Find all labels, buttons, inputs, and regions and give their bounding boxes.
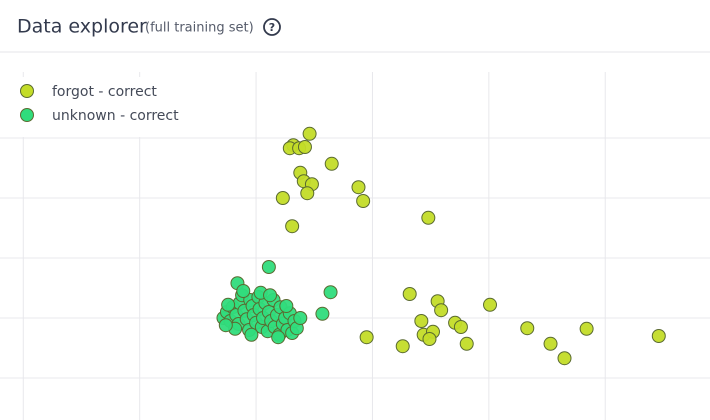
point — [285, 219, 300, 234]
legend-marker — [20, 84, 34, 98]
legend-label: forgot - correct — [52, 84, 157, 100]
legend: forgot - correct unknown - correct — [0, 77, 188, 137]
point — [520, 321, 535, 336]
point — [279, 299, 294, 313]
point — [402, 287, 417, 301]
point — [356, 194, 371, 208]
point — [351, 180, 366, 195]
point — [218, 318, 233, 333]
help-button[interactable]: ? — [263, 18, 281, 36]
point — [483, 297, 498, 312]
point — [359, 330, 374, 345]
point — [323, 285, 338, 300]
point — [300, 186, 315, 201]
legend-label: unknown - correct — [52, 108, 179, 124]
point — [434, 303, 449, 318]
point — [453, 320, 468, 334]
point — [297, 140, 312, 154]
point — [302, 126, 317, 141]
point — [261, 260, 276, 274]
point — [422, 332, 437, 346]
point — [579, 321, 594, 336]
point — [421, 210, 436, 225]
point — [543, 336, 558, 351]
title: Data explorer — [17, 16, 147, 38]
point — [263, 288, 278, 303]
point — [221, 297, 236, 312]
legend-marker — [20, 108, 34, 122]
point — [271, 330, 286, 345]
point — [244, 327, 259, 342]
subtitle: (full training set) — [145, 21, 254, 36]
point — [395, 339, 410, 354]
point — [414, 314, 429, 328]
point — [557, 351, 572, 366]
point — [459, 336, 474, 351]
help-icon[interactable]: ? — [269, 21, 275, 34]
help-circle[interactable] — [263, 18, 281, 36]
point — [315, 306, 330, 321]
point — [324, 156, 339, 171]
plot: forgot - correct unknown - correct — [0, 72, 710, 420]
point — [651, 329, 666, 343]
point — [236, 284, 251, 298]
point — [293, 311, 308, 325]
point — [275, 191, 290, 205]
